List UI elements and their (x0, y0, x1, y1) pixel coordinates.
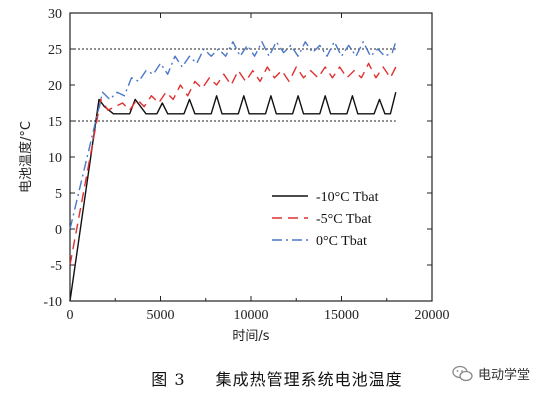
x-tick-label: 20000 (415, 308, 450, 323)
y-tick-label: -5 (50, 259, 62, 274)
series-line-0 (69, 92, 397, 302)
y-tick-label: 10 (48, 151, 62, 166)
y-axis: -10 -5 0 5 10 15 20 25 30 (43, 7, 432, 310)
chart: 0 5000 10000 15000 20000 -10 -5 0 5 10 15 20 25 30 时… (18, 7, 450, 344)
legend-label: -5°C Tbat (316, 212, 372, 227)
x-tick-label: 10000 (234, 308, 269, 323)
y-tick-label: 25 (48, 43, 62, 58)
y-tick-label: 0 (55, 223, 62, 238)
wechat-icon (452, 365, 473, 381)
watermark-text: 电动学堂 (478, 368, 531, 383)
x-axis: 0 5000 10000 15000 20000 (67, 13, 450, 323)
figure-number: 图 3 (151, 370, 186, 389)
x-axis-title: 时间/s (232, 329, 269, 344)
reference-lines (70, 48, 396, 122)
legend: -10°C Tbat -5°C Tbat 0°C Tbat (272, 190, 379, 249)
y-tick-label: 15 (48, 115, 62, 130)
legend-label: -10°C Tbat (316, 190, 379, 205)
plot-border (69, 12, 433, 302)
series-line-2 (69, 41, 397, 230)
x-tick-label: 5000 (147, 308, 175, 323)
plot-frame (69, 12, 433, 302)
y-tick-label: 30 (48, 7, 62, 22)
series-line-1 (69, 62, 397, 266)
x-tick-label: 0 (67, 308, 74, 323)
y-tick-label: 5 (55, 187, 62, 202)
y-tick-label: -10 (43, 295, 62, 310)
figure-caption: 图 3 集成热管理系统电池温度 (0, 366, 554, 390)
figure-title: 集成热管理系统电池温度 (215, 370, 403, 389)
series-layer (69, 41, 397, 302)
x-tick-label: 15000 (324, 308, 359, 323)
legend-label: 0°C Tbat (316, 234, 367, 249)
y-axis-title: 电池温度/°C (18, 121, 34, 193)
y-tick-label: 20 (48, 79, 62, 94)
watermark: 电动学堂 (452, 364, 530, 383)
